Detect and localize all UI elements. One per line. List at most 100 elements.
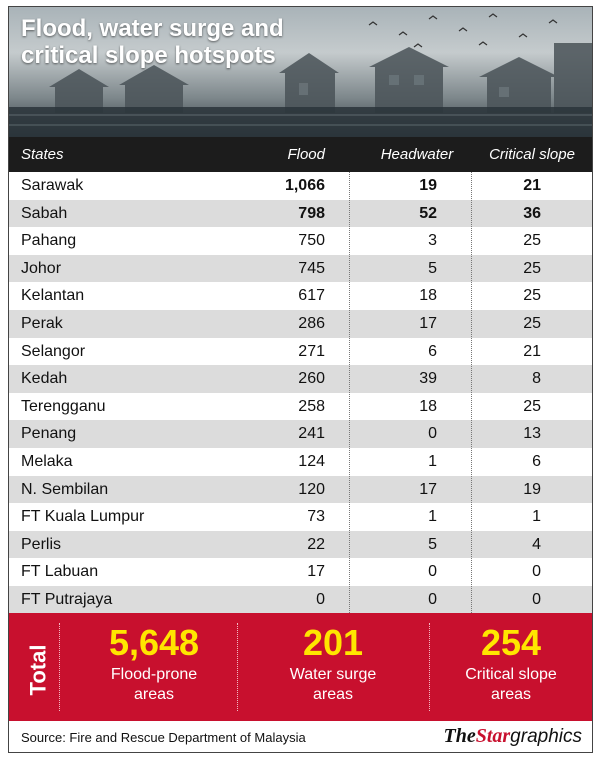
cell-flood: 1,066 — [284, 177, 325, 194]
page-title: Flood, water surge and critical slope ho… — [21, 15, 284, 69]
total-flood: 5,648 Flood-prone areas — [69, 623, 239, 705]
total-critical-slope-value: 254 — [480, 622, 542, 663]
infographic: Flood, water surge and critical slope ho… — [8, 6, 593, 753]
table-row: Pahang 750 3 25 — [9, 227, 592, 255]
total-water-surge-caption-line2: areas — [312, 686, 354, 703]
flooded-village-illustration — [9, 13, 592, 137]
cell-flood: 798 — [298, 204, 325, 222]
column-divider — [471, 172, 472, 613]
totals-band: Total 5,648 Flood-prone areas 201 Water … — [9, 613, 592, 721]
total-water-surge-caption-line1: Water surge — [289, 666, 377, 683]
footer: Source: Fire and Rescue Department of Ma… — [9, 721, 592, 752]
cell-flood: 271 — [298, 342, 325, 360]
cell-flood: 124 — [298, 452, 325, 470]
cell-state: N. Sembilan — [21, 480, 109, 498]
cell-critical-slope: 8 — [532, 370, 541, 388]
table-row: Sarawak 1,066 19 21 — [9, 172, 592, 200]
cell-state: Terengganu — [21, 397, 106, 415]
cell-state: Perlis — [21, 535, 62, 553]
cell-flood: 73 — [307, 508, 325, 526]
cell-critical-slope: 0 — [532, 590, 541, 608]
cell-flood: 258 — [298, 397, 325, 415]
total-label-text: Total — [25, 644, 51, 696]
cell-headwater: 0 — [428, 590, 437, 608]
column-header-states: States — [21, 146, 64, 163]
table-row: Kedah 260 39 8 — [9, 365, 592, 393]
table-body: Sarawak 1,066 19 21 Sabah 798 52 36 Pahang 750 3 25… — [9, 172, 592, 614]
total-flood-caption-line2: areas — [133, 686, 175, 703]
total-critical-slope: 254 Critical slope areas — [433, 623, 589, 705]
cell-headwater: 6 — [428, 342, 437, 360]
cell-headwater: 0 — [428, 563, 437, 581]
cell-state: Sarawak — [21, 177, 84, 194]
cell-headwater: 18 — [419, 287, 437, 305]
cell-critical-slope: 21 — [523, 177, 541, 194]
cell-headwater: 17 — [419, 480, 437, 498]
cell-state: FT Putrajaya — [21, 590, 113, 608]
cell-flood: 286 — [298, 314, 325, 332]
cell-headwater: 5 — [428, 259, 437, 277]
cell-critical-slope: 1 — [532, 508, 541, 526]
brand-the: The — [443, 725, 476, 747]
cell-headwater: 1 — [428, 508, 437, 526]
cell-headwater: 39 — [419, 370, 437, 388]
cell-headwater: 5 — [428, 535, 437, 553]
brand-graphics: graphics — [510, 726, 582, 747]
cell-critical-slope: 25 — [523, 314, 541, 332]
cell-headwater: 52 — [419, 204, 437, 222]
totals-divider — [429, 623, 430, 711]
table-row: Terengganu 258 18 25 — [9, 393, 592, 421]
cell-critical-slope: 0 — [532, 563, 541, 581]
cell-state: Penang — [21, 425, 77, 443]
cell-state: Sabah — [21, 204, 68, 222]
cell-state: Pahang — [21, 232, 77, 250]
cell-state: Kelantan — [21, 287, 85, 305]
table-row: FT Putrajaya 0 0 0 — [9, 585, 592, 614]
cell-flood: 260 — [298, 370, 325, 388]
table-row: Kelantan 617 18 25 — [9, 282, 592, 310]
table-row: FT Kuala Lumpur 73 1 1 — [9, 503, 592, 531]
cell-flood: 745 — [298, 259, 325, 277]
table-row: Perak 286 17 25 — [9, 309, 592, 338]
totals-divider — [237, 623, 238, 711]
column-header-critical-slope: Critical slope — [489, 146, 575, 163]
cell-critical-slope: 36 — [523, 204, 541, 222]
totals-divider — [59, 623, 60, 711]
cell-critical-slope: 25 — [523, 397, 541, 415]
table-row: Melaka 124 1 6 — [9, 448, 592, 476]
cell-headwater: 19 — [419, 177, 437, 194]
cell-flood: 241 — [298, 425, 325, 443]
cell-state: FT Labuan — [21, 563, 99, 581]
cell-critical-slope: 21 — [523, 342, 541, 360]
table-row: N. Sembilan 120 17 19 — [9, 475, 592, 504]
column-header-headwater: Headwater — [380, 146, 454, 163]
table-row: Johor 745 5 25 — [9, 254, 592, 283]
cell-critical-slope: 13 — [523, 425, 541, 443]
cell-flood: 22 — [307, 535, 325, 553]
total-critical-slope-caption-line2: areas — [490, 686, 532, 703]
cell-flood: 0 — [316, 590, 325, 608]
cell-state: Johor — [21, 259, 62, 277]
cell-state: Perak — [21, 314, 63, 332]
cell-critical-slope: 25 — [523, 232, 541, 250]
column-header-flood: Flood — [287, 146, 325, 163]
cell-flood: 617 — [298, 287, 325, 305]
total-water-surge: 201 Water surge areas — [245, 623, 421, 705]
cell-state: FT Kuala Lumpur — [21, 508, 145, 526]
table-header: States Flood Headwater Critical slope — [9, 137, 592, 172]
cell-state: Selangor — [21, 342, 86, 360]
cell-critical-slope: 19 — [523, 480, 541, 498]
total-label: Total — [17, 643, 57, 696]
cell-headwater: 18 — [419, 397, 437, 415]
cell-critical-slope: 25 — [523, 287, 541, 305]
cell-headwater: 17 — [419, 314, 437, 332]
total-water-surge-value: 201 — [302, 622, 364, 663]
cell-critical-slope: 4 — [532, 535, 541, 553]
cell-headwater: 0 — [428, 425, 437, 443]
cell-headwater: 1 — [428, 452, 437, 470]
table-row: Perlis 22 5 4 — [9, 530, 592, 559]
header-image: Flood, water surge and critical slope ho… — [9, 7, 592, 137]
table-row: FT Labuan 17 0 0 — [9, 558, 592, 586]
total-critical-slope-caption-line1: Critical slope — [465, 666, 557, 683]
cell-critical-slope: 25 — [523, 259, 541, 277]
